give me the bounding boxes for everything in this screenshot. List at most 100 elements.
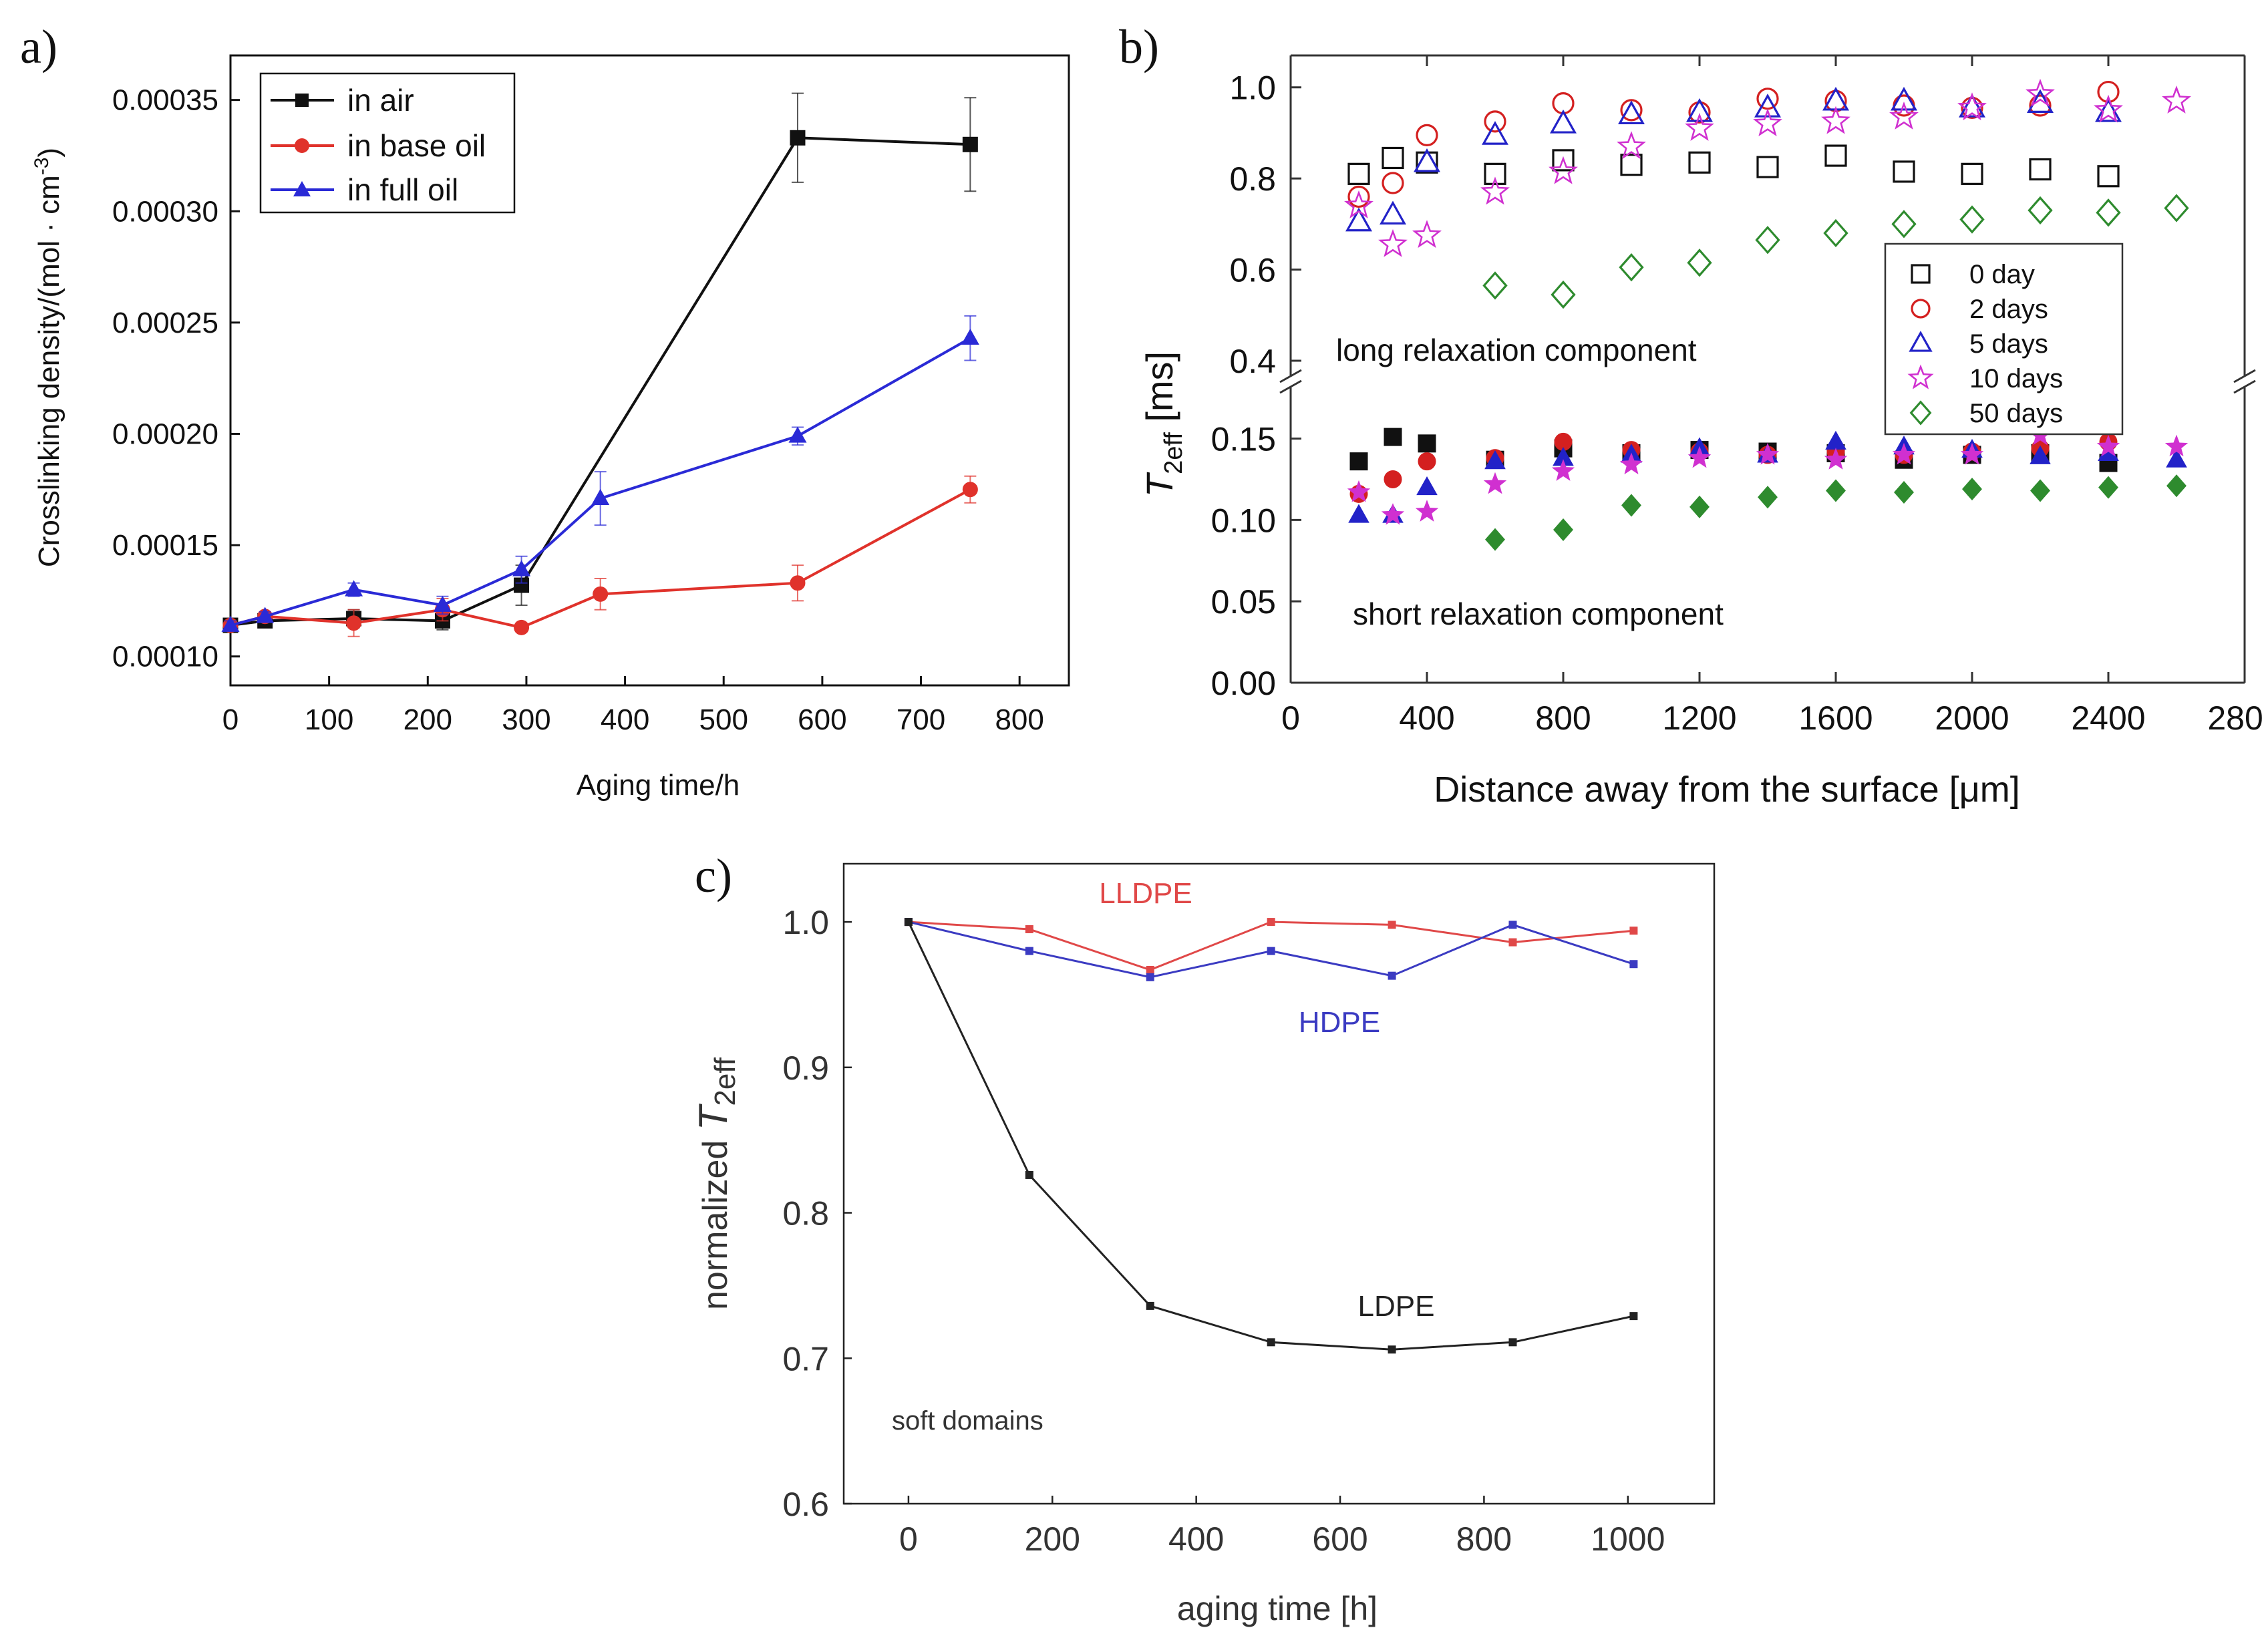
data-point-short — [2030, 445, 2051, 464]
axis-break-mark — [2233, 369, 2256, 383]
panel-b-label: b) — [1119, 20, 1159, 73]
data-point-long — [1889, 101, 1919, 130]
data-point-short — [1418, 452, 1436, 471]
x-tick-label: 2800 — [2207, 699, 2262, 737]
lower-y-tick-label: 0.10 — [1211, 502, 1276, 539]
data-point-long — [1382, 146, 1404, 170]
data-point-long — [1484, 162, 1506, 185]
data-point-long — [2029, 94, 2052, 117]
x-tick-label: 1200 — [1662, 699, 1736, 737]
legend-marker — [1909, 331, 1933, 352]
data-point-long — [1482, 121, 1508, 145]
data-point — [790, 575, 806, 591]
data-point-long — [1480, 176, 1510, 205]
data-point-long — [1414, 148, 1440, 172]
x-tick-label: 400 — [1399, 699, 1454, 737]
panel-a-y-axis-title: Crosslinking density/(mol · cm-3) — [31, 148, 65, 567]
legend-label: 50 days — [1969, 399, 2063, 428]
panel-c-x-axis: 0 200 400 600 800 1000 — [899, 1496, 1665, 1558]
lower-y-tick-label: 0.00 — [1211, 665, 1276, 702]
data-point — [1629, 960, 1638, 969]
data-point-short — [1894, 480, 1914, 504]
data-point-long — [1961, 162, 1983, 185]
data-point-long — [1482, 271, 1508, 300]
panel-a-y-axis-title-main: Crosslinking density/(mol · cm — [33, 175, 65, 567]
data-point-short — [1962, 478, 1982, 501]
data-point-long — [1824, 144, 1847, 167]
panel-a-y-axis: 0.00010 0.00015 0.00020 0.00025 0.00030 0.000… — [112, 84, 240, 673]
x-tick-label: 0 — [222, 703, 238, 736]
legend-label: 0 day — [1969, 260, 2035, 289]
data-point-long — [1687, 249, 1712, 277]
data-point-long — [2162, 86, 2191, 114]
data-point-long — [1619, 253, 1644, 282]
data-point-long — [1550, 110, 1577, 134]
data-point — [962, 482, 978, 498]
data-point-long — [1821, 106, 1850, 134]
x-tick-label: 400 — [1168, 1520, 1224, 1558]
panel-c-series — [904, 918, 1638, 1354]
x-tick-label: 200 — [403, 703, 452, 736]
data-point — [1388, 921, 1396, 929]
panel-c-series-label-lldpe: LLDPE — [1099, 877, 1192, 910]
data-point — [593, 586, 609, 602]
series-in-full-oil — [221, 315, 979, 632]
data-point — [345, 580, 363, 597]
data-point — [1629, 927, 1638, 935]
series-line — [230, 488, 971, 629]
data-point-long — [1484, 110, 1506, 133]
data-point — [1388, 1345, 1396, 1354]
x-tick-label: 200 — [1025, 1520, 1080, 1558]
data-point — [1025, 925, 1033, 933]
panel-c-annotation: soft domains — [892, 1406, 1043, 1436]
data-point — [788, 426, 807, 443]
y-tick-label: 0.00010 — [112, 641, 218, 673]
series-in-base-oil — [222, 475, 978, 637]
data-point — [904, 918, 913, 927]
data-point-short — [1826, 479, 1846, 502]
panel-b-x-axis-title: Distance away from the surface [μm] — [1434, 770, 2019, 810]
data-point-short — [1758, 486, 1778, 509]
data-point-short — [1756, 442, 1780, 465]
upper-y-tick-label: 0.8 — [1229, 160, 1276, 198]
data-point-long — [1753, 108, 1782, 137]
legend-label: 5 days — [1969, 329, 2048, 359]
data-point-long — [1347, 162, 1370, 185]
axis-break-mark — [1279, 369, 1302, 383]
x-tick-label: 600 — [1312, 1520, 1367, 1558]
data-point — [591, 488, 610, 505]
data-point-long — [1686, 98, 1713, 122]
data-point-long — [2029, 158, 2052, 181]
series-line — [230, 337, 971, 627]
data-point — [1508, 938, 1517, 947]
data-point — [512, 560, 531, 576]
panel-b-legend: 0 day 2 days 5 days 10 days 50 days — [1884, 242, 2124, 436]
data-point — [1267, 947, 1275, 955]
data-point — [962, 136, 978, 152]
data-point-long — [1754, 94, 1781, 118]
legend-label: 10 days — [1969, 364, 2063, 393]
legend-in-base-oil-label: in base oil — [347, 128, 486, 163]
data-point-long — [1756, 156, 1779, 178]
upper-y-tick-label: 0.4 — [1229, 343, 1276, 380]
data-point-short — [1551, 459, 1575, 481]
panel-b-plot-frame — [1279, 54, 2256, 684]
data-point — [256, 607, 275, 623]
data-point-long — [1618, 100, 1645, 125]
data-point-short — [1381, 503, 1405, 525]
y-tick-label: 0.00035 — [112, 84, 218, 117]
data-point-long — [1756, 88, 1779, 110]
data-point-long — [1685, 112, 1714, 141]
data-point-long — [2027, 89, 2054, 113]
data-point — [961, 328, 979, 345]
x-tick-label: 700 — [897, 703, 945, 736]
data-point-short — [1553, 518, 1573, 541]
data-point-long — [1378, 228, 1408, 257]
panel-b-lower-annotation: short relaxation component — [1353, 597, 1724, 631]
data-point-long — [2097, 165, 2120, 188]
data-point — [1629, 1312, 1638, 1321]
panel-a-y-axis-title-sup: -3 — [31, 158, 53, 176]
legend-marker — [1911, 299, 1931, 319]
data-point-long — [1959, 94, 1985, 118]
data-point-long — [1412, 220, 1442, 249]
